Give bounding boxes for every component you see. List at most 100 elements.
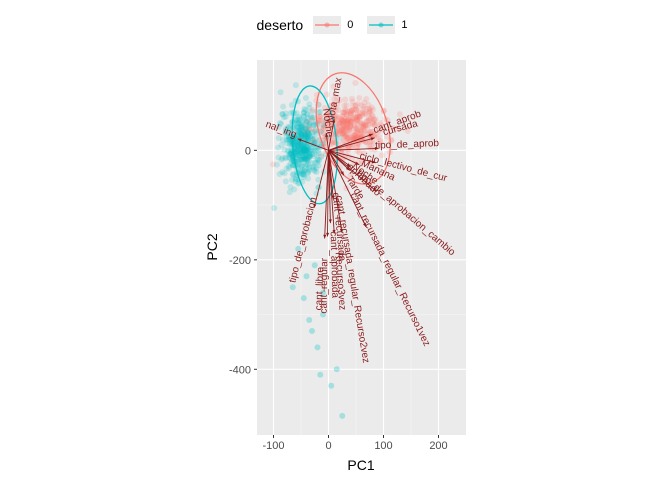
data-point [375,133,382,140]
data-point [304,110,311,117]
data-point [305,168,312,175]
data-point [341,106,348,113]
data-point [344,122,351,129]
data-point [335,113,342,120]
data-point [360,122,367,129]
loading-arrowhead [331,195,335,200]
data-point [304,170,311,177]
data-point [346,126,353,133]
data-point [298,122,305,129]
data-point [336,134,343,141]
data-point [298,163,305,170]
data-point [310,164,317,171]
data-point [384,133,391,140]
data-point [295,127,302,134]
data-point [305,131,312,138]
data-point [348,118,355,125]
data-point [279,110,286,117]
legend-swatch-0-icon [315,22,340,28]
data-point [288,101,295,108]
data-point [297,128,304,135]
outlier-point [339,412,346,419]
data-point [348,134,355,141]
data-point [302,132,309,139]
data-point [286,136,293,143]
data-point [316,117,323,124]
legend-label-0: 0 [347,19,354,31]
loading-arrow [328,150,343,233]
data-point [300,148,307,155]
outlier-point [289,284,296,291]
data-point [305,136,312,143]
data-point [354,113,361,120]
data-point [370,116,377,123]
data-point [292,178,299,185]
data-point [340,130,347,137]
data-point [352,79,359,86]
data-point [278,142,285,149]
data-point [292,125,299,132]
data-point [297,123,304,130]
data-point [349,118,356,125]
loading-arrowhead [371,160,376,164]
y-tick-label: 0 [245,145,251,157]
data-point [300,146,307,153]
confidence-ellipse [315,72,391,185]
data-point [289,171,296,178]
data-point [280,114,287,121]
data-point [348,107,355,114]
data-point [295,141,302,148]
data-point [286,189,293,196]
data-point [305,131,312,138]
data-point [301,168,308,175]
data-point [316,113,323,120]
data-point [366,105,373,112]
data-point [373,121,380,128]
data-point [305,130,312,137]
data-point [369,120,376,127]
data-point [287,160,294,167]
data-point [331,96,338,103]
data-point [301,155,308,162]
data-point [334,125,341,132]
loading-label: cant_regular [319,257,331,313]
loading-arrow [324,150,329,239]
data-point [360,109,367,116]
data-point [343,120,350,127]
data-point [305,166,312,173]
data-point [344,124,351,131]
data-point [281,170,288,177]
data-point [305,128,312,135]
data-point [366,109,373,116]
confidence-ellipse [291,85,338,205]
data-point [330,83,337,90]
data-point [331,102,338,109]
data-point [303,119,310,126]
loading-arrowhead [297,138,302,142]
data-point [353,106,360,113]
data-point [354,111,361,118]
data-point [301,156,308,163]
data-point [368,138,375,145]
data-point [310,122,317,129]
data-point [304,161,311,168]
loading-arrow [328,137,375,151]
data-point [298,132,305,139]
data-point [297,156,304,163]
data-point [300,128,307,135]
data-point [298,133,305,140]
data-point [300,109,307,116]
data-point [305,145,312,152]
data-point [394,125,401,132]
data-point [299,169,306,176]
data-point [322,124,329,131]
data-point [299,124,306,131]
data-point [302,106,309,113]
data-point [298,148,305,155]
data-point [304,133,311,140]
data-point [351,106,358,113]
data-point [343,133,350,140]
data-point [339,119,346,126]
data-point [344,119,351,126]
